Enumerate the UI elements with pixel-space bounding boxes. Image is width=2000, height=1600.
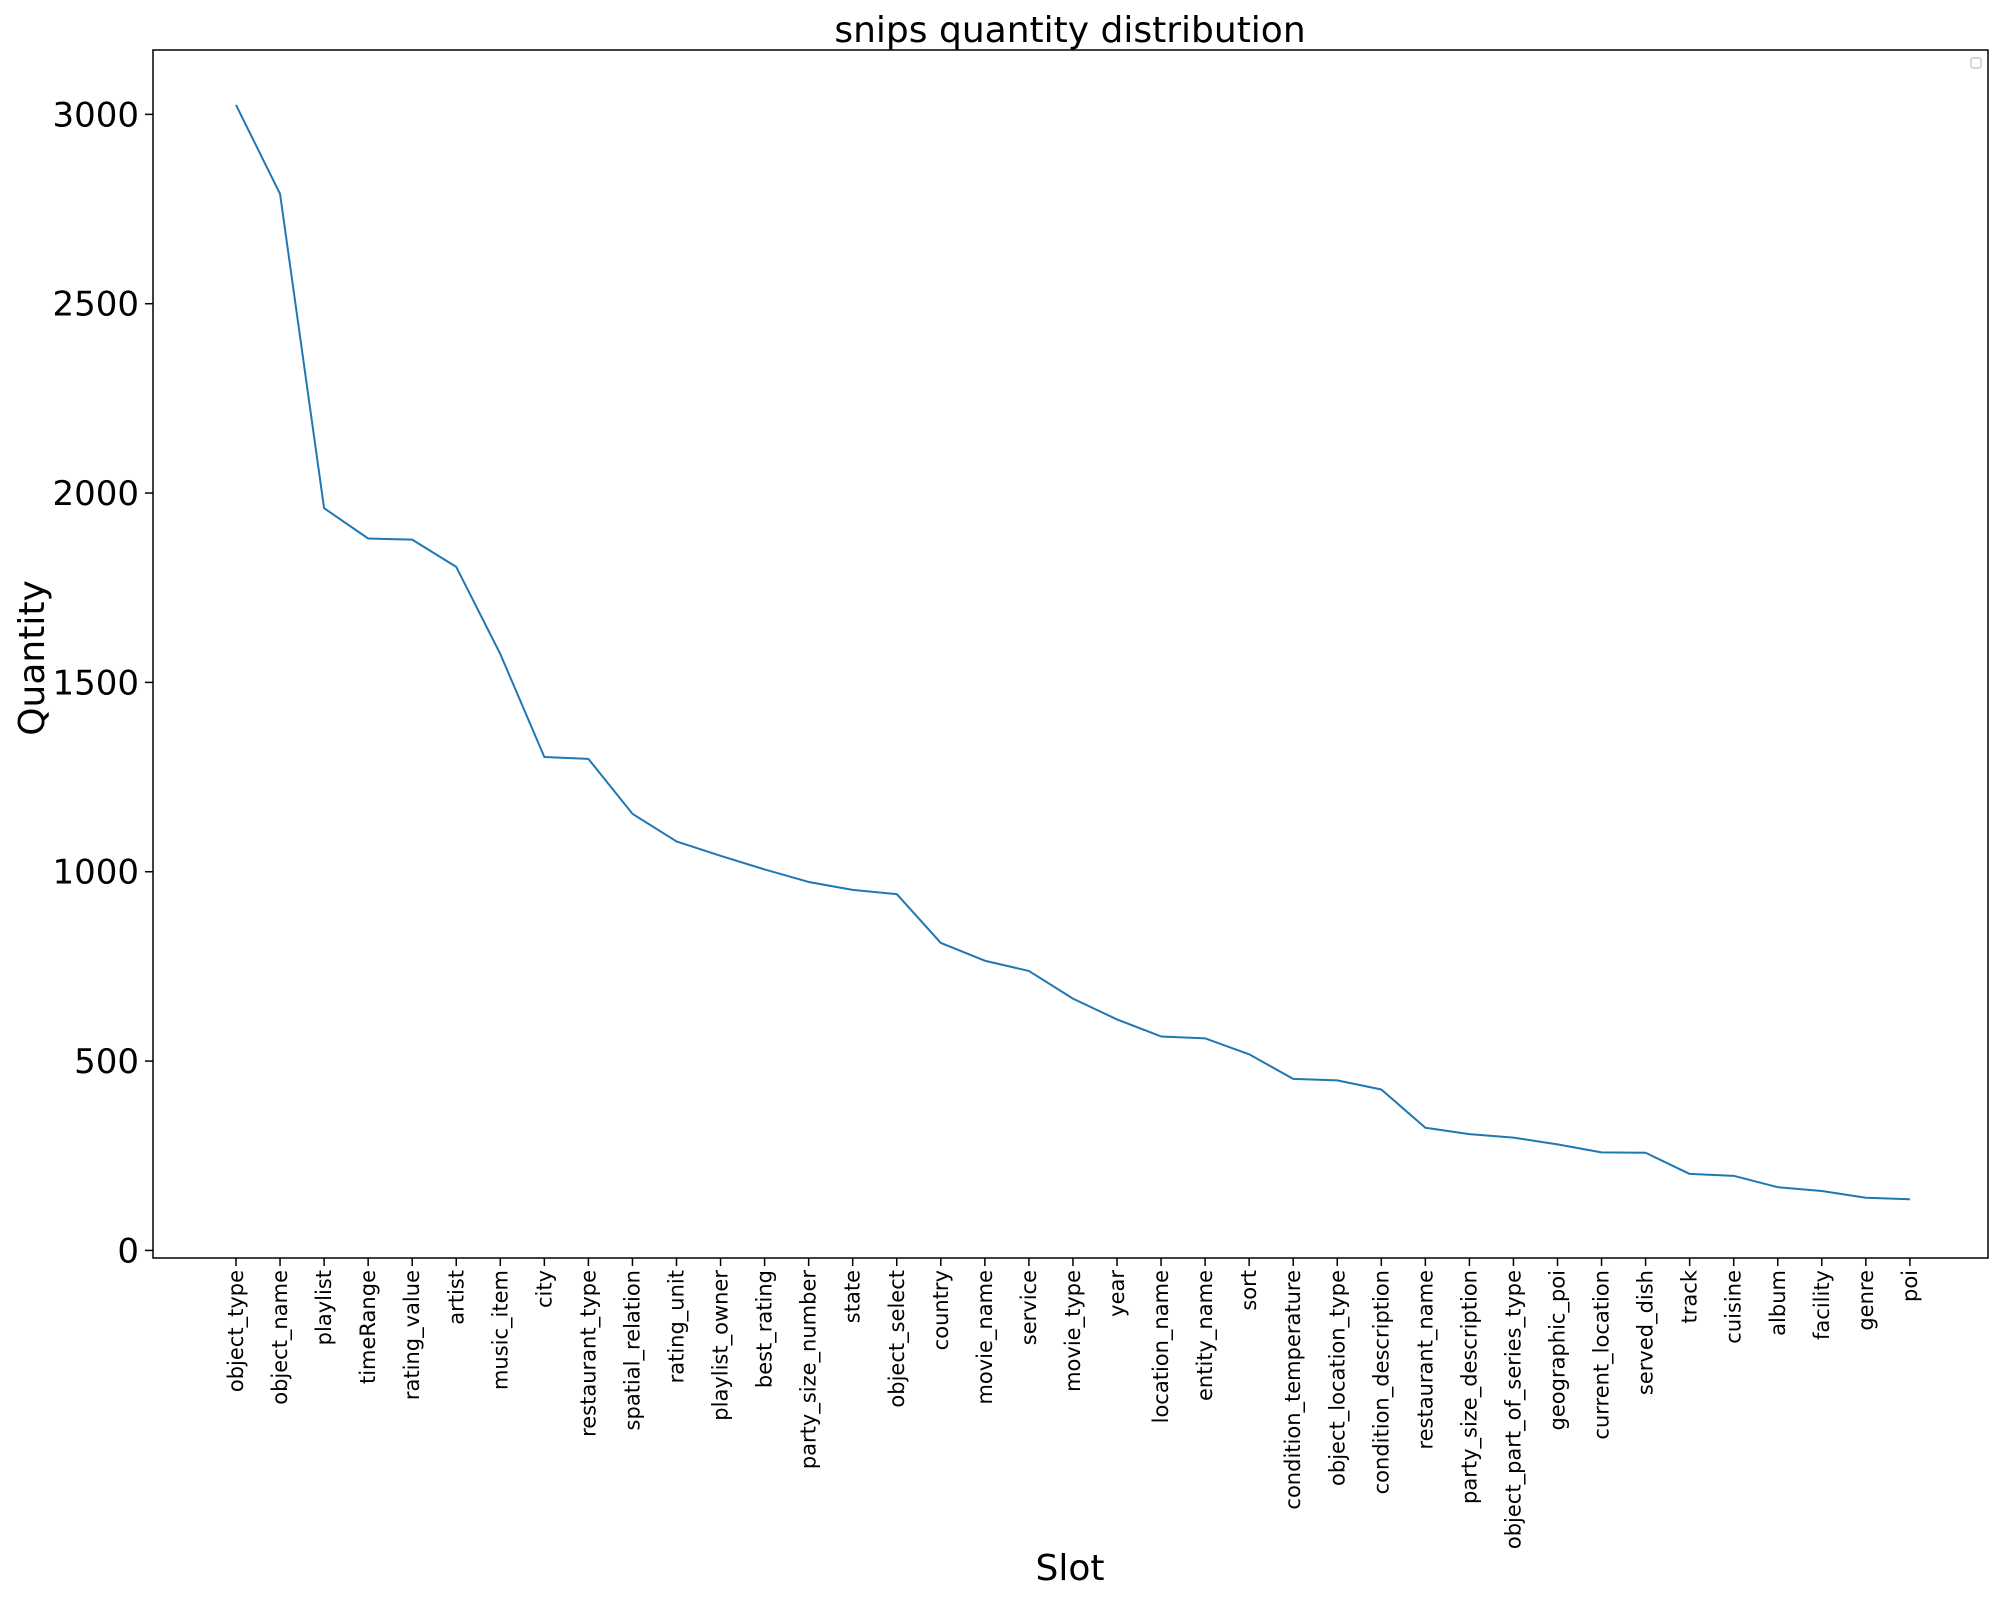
data-point-14 xyxy=(852,889,854,891)
x-tick-label-15: object_select xyxy=(885,1270,910,1408)
data-point-0 xyxy=(235,104,237,106)
plot-frame xyxy=(152,49,1989,1259)
x-tick-label-24: condition_temperature xyxy=(1281,1270,1306,1510)
x-axis: object_type object_name playlist timeRange r… xyxy=(224,1258,1922,1549)
data-point-11 xyxy=(720,855,722,857)
data-point-17 xyxy=(984,960,986,962)
data-point-31 xyxy=(1601,1151,1603,1153)
y-tick-label-1: 500 xyxy=(74,1042,139,1082)
data-point-22 xyxy=(1204,1037,1206,1039)
x-tick-label-9: spatial_relation xyxy=(620,1270,645,1430)
x-tick-label-2: playlist xyxy=(312,1270,336,1345)
data-point-2 xyxy=(323,507,325,509)
x-tick-label-31: current_location xyxy=(1590,1270,1615,1440)
x-tick-label-35: album xyxy=(1766,1270,1790,1336)
data-point-13 xyxy=(808,881,810,883)
data-point-4 xyxy=(411,539,413,541)
data-point-28 xyxy=(1468,1133,1470,1135)
x-tick-label-12: best_rating xyxy=(753,1270,778,1388)
x-tick-label-27: restaurant_name xyxy=(1413,1270,1438,1450)
x-tick-label-33: track xyxy=(1678,1269,1702,1323)
x-tick-label-38: poi xyxy=(1898,1270,1922,1302)
x-tick-label-5: artist xyxy=(444,1270,468,1325)
data-point-5 xyxy=(455,566,457,568)
x-tick-label-29: object_part_of_series_type xyxy=(1501,1270,1526,1549)
x-tick-label-32: served_dish xyxy=(1634,1270,1659,1395)
data-point-26 xyxy=(1380,1088,1382,1090)
data-point-18 xyxy=(1028,970,1030,972)
x-tick-label-36: facility xyxy=(1810,1270,1834,1340)
chart-title: snips quantity distribution xyxy=(834,10,1305,51)
data-point-23 xyxy=(1248,1053,1250,1055)
x-tick-label-37: genre xyxy=(1854,1270,1878,1331)
x-tick-label-7: city xyxy=(532,1270,556,1308)
x-tick-label-20: year xyxy=(1105,1270,1129,1317)
x-tick-label-1: object_name xyxy=(268,1270,293,1405)
data-point-7 xyxy=(543,756,545,758)
x-tick-label-18: service xyxy=(1017,1270,1041,1345)
y-tick-label-0: 0 xyxy=(117,1231,139,1271)
data-point-27 xyxy=(1424,1127,1426,1129)
x-tick-label-22: entity_name xyxy=(1193,1270,1218,1401)
x-tick-label-34: cuisine xyxy=(1722,1270,1746,1344)
data-point-32 xyxy=(1645,1152,1647,1154)
data-point-9 xyxy=(631,813,633,815)
data-point-12 xyxy=(764,868,766,870)
x-tick-label-0: object_type xyxy=(224,1270,249,1392)
data-point-19 xyxy=(1072,998,1074,1000)
x-tick-label-28: party_size_description xyxy=(1457,1270,1482,1504)
x-tick-label-10: rating_unit xyxy=(665,1270,690,1383)
y-tick-label-4: 2000 xyxy=(52,474,139,514)
data-point-38 xyxy=(1909,1198,1911,1200)
x-tick-label-6: music_item xyxy=(488,1270,513,1390)
x-tick-label-30: geographic_poi xyxy=(1546,1270,1571,1430)
data-point-6 xyxy=(499,653,501,655)
x-tick-label-19: movie_type xyxy=(1061,1270,1086,1392)
data-point-10 xyxy=(676,840,678,842)
plot-area xyxy=(235,104,1911,1201)
x-tick-label-21: location_name xyxy=(1149,1270,1174,1423)
data-point-33 xyxy=(1689,1173,1691,1175)
series-line xyxy=(235,104,1910,1201)
data-point-36 xyxy=(1821,1190,1823,1192)
x-axis-label: Slot xyxy=(1036,1548,1105,1589)
x-tick-label-26: condition_description xyxy=(1369,1270,1394,1494)
data-point-21 xyxy=(1160,1035,1162,1037)
data-point-3 xyxy=(367,538,369,540)
data-point-20 xyxy=(1116,1018,1118,1020)
x-tick-label-4: rating_value xyxy=(400,1270,425,1400)
x-tick-label-16: country xyxy=(929,1270,953,1350)
y-tick-label-6: 3000 xyxy=(52,95,139,135)
y-axis: 0 500 1000 1500 2000 2500 3000 xyxy=(52,95,153,1271)
x-tick-label-17: movie_name xyxy=(973,1270,998,1405)
data-point-25 xyxy=(1336,1079,1338,1081)
y-tick-label-3: 1500 xyxy=(52,663,139,703)
y-tick-label-2: 1000 xyxy=(52,853,139,893)
data-point-16 xyxy=(940,942,942,944)
x-tick-label-13: party_size_number xyxy=(797,1270,822,1470)
x-tick-label-3: timeRange xyxy=(356,1270,380,1384)
x-tick-label-23: sort xyxy=(1237,1270,1261,1311)
data-point-34 xyxy=(1733,1175,1735,1177)
x-tick-label-8: restaurant_type xyxy=(576,1270,601,1437)
data-point-30 xyxy=(1557,1143,1559,1145)
y-tick-label-5: 2500 xyxy=(52,285,139,325)
data-point-15 xyxy=(896,893,898,895)
x-tick-label-14: state xyxy=(841,1270,865,1323)
data-point-37 xyxy=(1865,1197,1867,1199)
data-point-24 xyxy=(1292,1078,1294,1080)
y-axis-label: Quantity xyxy=(12,580,53,736)
data-point-8 xyxy=(587,758,589,760)
data-point-1 xyxy=(279,193,281,195)
x-tick-label-25: object_location_type xyxy=(1325,1270,1350,1486)
legend-box xyxy=(1970,57,1982,69)
x-tick-label-11: playlist_owner xyxy=(709,1270,734,1421)
data-point-35 xyxy=(1777,1186,1779,1188)
data-point-29 xyxy=(1512,1137,1514,1139)
